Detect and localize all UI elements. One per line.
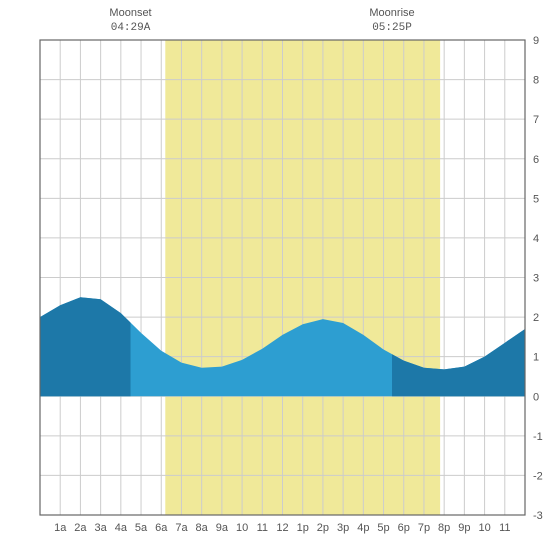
- tide-area-night-0: [40, 297, 131, 396]
- chart-svg: 1a2a3a4a5a6a7a8a9a1011121p2p3p4p5p6p7p8p…: [0, 0, 550, 550]
- y-tick-label: -2: [533, 470, 543, 482]
- x-tick-label: 1a: [54, 522, 67, 534]
- x-tick-label: 2a: [74, 522, 87, 534]
- y-tick-label: -3: [533, 510, 543, 522]
- x-tick-label: 1p: [297, 522, 309, 534]
- y-tick-label: 6: [533, 154, 539, 166]
- x-tick-label: 7p: [418, 522, 430, 534]
- x-tick-label: 11: [499, 522, 510, 534]
- y-tick-label: 8: [533, 75, 539, 87]
- moonset-annotation: Moonset 04:29A: [101, 6, 161, 36]
- x-tick-label: 6a: [155, 522, 168, 534]
- x-tick-label: 5p: [377, 522, 389, 534]
- y-tick-label: 2: [533, 312, 539, 324]
- x-tick-label: 10: [478, 522, 490, 534]
- x-tick-label: 10: [236, 522, 248, 534]
- x-tick-label: 9p: [458, 522, 470, 534]
- x-tick-label: 8p: [438, 522, 450, 534]
- x-tick-label: 11: [257, 522, 268, 534]
- moonrise-time: 05:25P: [372, 22, 412, 34]
- y-tick-label: -1: [533, 431, 543, 443]
- x-tick-label: 8a: [196, 522, 209, 534]
- moonrise-label: Moonrise: [369, 7, 414, 19]
- y-tick-label: 0: [533, 391, 539, 403]
- y-tick-label: 1: [533, 352, 539, 364]
- y-tick-label: 5: [533, 193, 539, 205]
- y-tick-label: 4: [533, 233, 539, 245]
- y-tick-label: 9: [533, 35, 539, 47]
- x-tick-label: 5a: [135, 522, 148, 534]
- x-tick-label: 3a: [95, 522, 108, 534]
- x-tick-label: 9a: [216, 522, 229, 534]
- moonset-label: Moonset: [109, 7, 151, 19]
- y-tick-label: 3: [533, 273, 539, 285]
- x-tick-label: 7a: [175, 522, 188, 534]
- tide-chart: Moonset 04:29A Moonrise 05:25P 1a 2a 3a 4a 5…: [0, 0, 550, 550]
- x-tick-label: 12: [276, 522, 288, 534]
- y-tick-label: 7: [533, 114, 539, 126]
- x-tick-label: 6p: [398, 522, 410, 534]
- x-tick-label: 4a: [115, 522, 128, 534]
- x-tick-label: 3p: [337, 522, 349, 534]
- moonrise-annotation: Moonrise 05:25P: [362, 6, 422, 36]
- x-tick-label: 2p: [317, 522, 329, 534]
- x-tick-label: 4p: [357, 522, 369, 534]
- moonset-time: 04:29A: [111, 22, 151, 34]
